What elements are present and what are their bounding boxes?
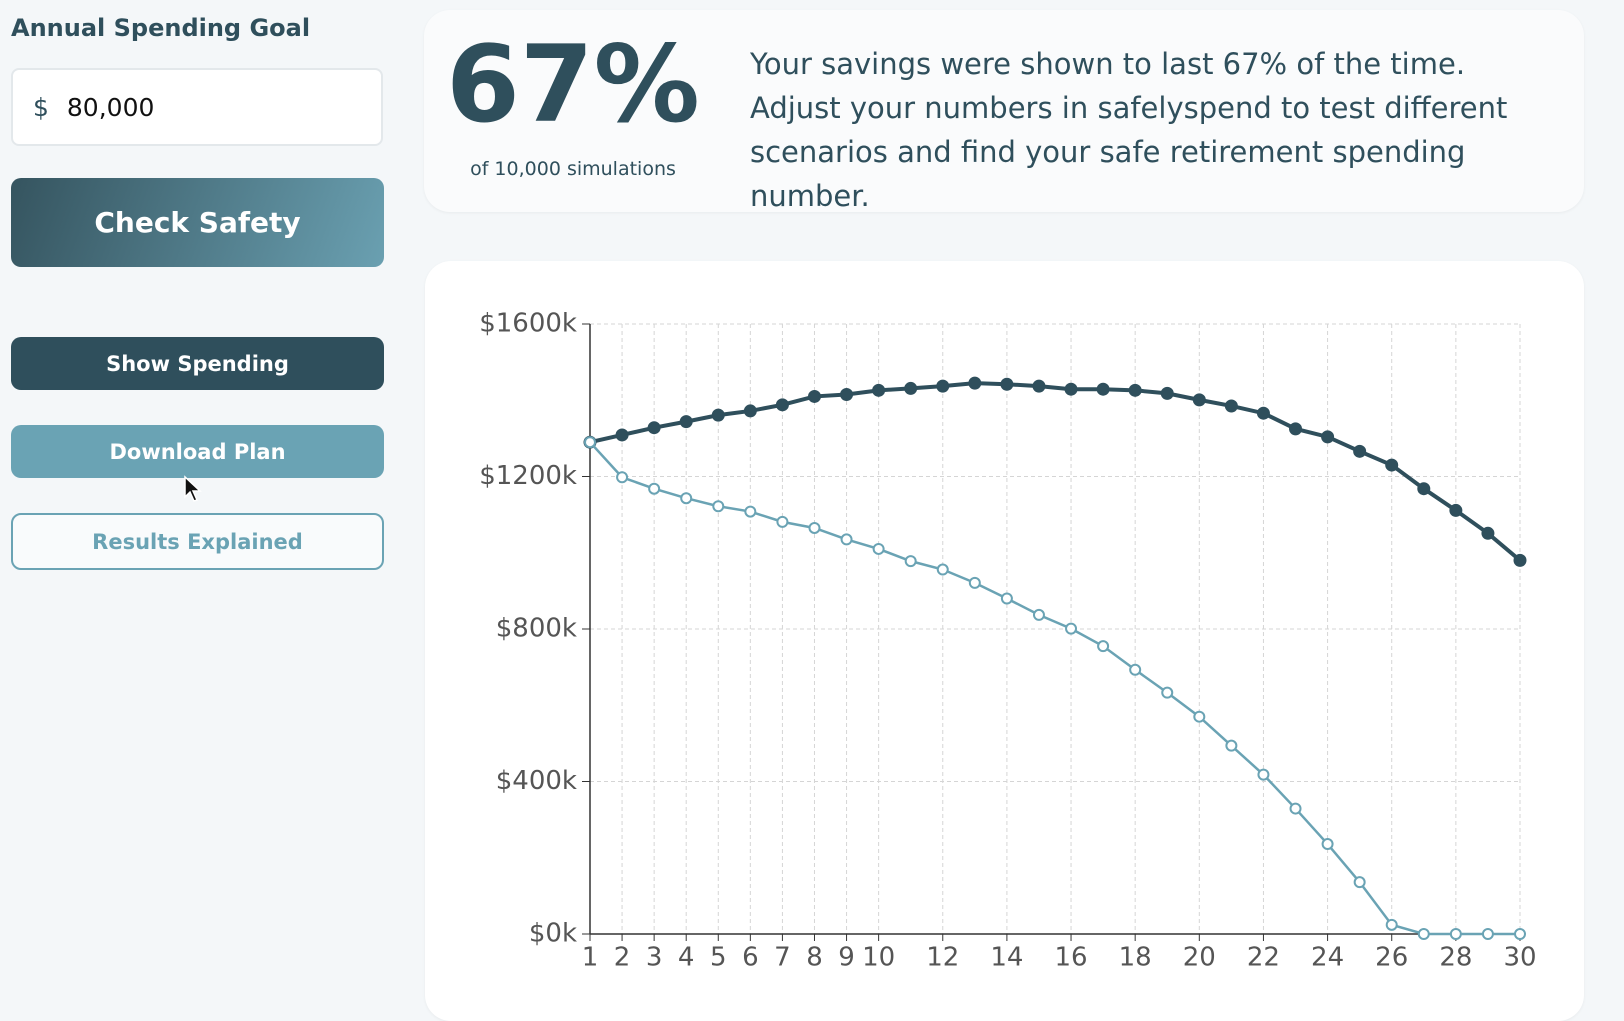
- results-button[interactable]: Results Explained: [11, 513, 384, 570]
- page: Annual Spending Goal $ 80,000 Check Safe…: [11, 10, 1584, 1021]
- show-button[interactable]: Show Spending: [11, 337, 384, 390]
- check-button[interactable]: Check Safety: [11, 178, 384, 267]
- goal-input[interactable]: $ 80,000: [11, 68, 383, 146]
- goal-value: 80,000: [66, 92, 155, 122]
- stat-description: Your savings were shown to last 67% of t…: [750, 47, 1508, 213]
- stat-percent: 67%: [446, 23, 700, 146]
- stat-caption: of 10,000 simulations: [470, 158, 676, 180]
- download-button[interactable]: Download Plan: [11, 425, 384, 478]
- stat-card: 67% of 10,000 simulations Your savings w…: [424, 10, 1584, 213]
- goal-label: Annual Spending Goal: [11, 14, 311, 42]
- currency: $: [33, 92, 49, 122]
- chart-card: [425, 261, 1584, 1021]
- cursor: [184, 475, 202, 502]
